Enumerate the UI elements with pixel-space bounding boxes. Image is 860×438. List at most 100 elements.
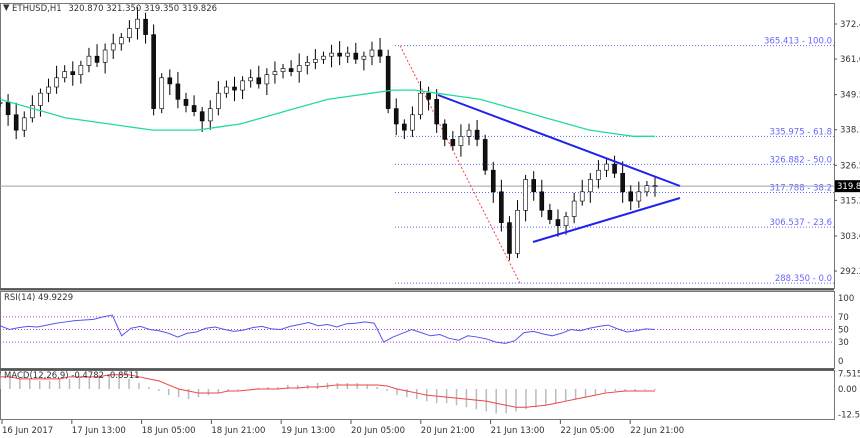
candle-bullish: [418, 92, 423, 116]
price-tick-label: 326.595: [840, 161, 860, 171]
candle-bearish: [13, 114, 19, 131]
candle-bearish: [256, 77, 262, 85]
candle-bullish: [329, 52, 334, 57]
candle-bearish: [5, 102, 11, 116]
candle-bullish: [636, 191, 642, 202]
price-tick-label: 315.220: [840, 196, 860, 206]
candle-bearish: [434, 99, 439, 125]
candle-bullish: [0, 102, 3, 104]
candle-bullish: [515, 209, 520, 254]
candle-bullish: [304, 62, 310, 66]
candle-bullish: [248, 77, 253, 82]
candle-bullish: [458, 136, 464, 146]
candle-bullish: [78, 65, 84, 75]
candle-bearish: [539, 191, 545, 211]
candle-bearish: [167, 77, 173, 85]
rsi-tick-label: 30: [838, 338, 849, 348]
candle-bullish: [596, 169, 601, 180]
candle-bullish: [369, 49, 375, 57]
candle-bearish: [547, 209, 553, 220]
candle-bullish: [21, 117, 27, 131]
price-tick-label: 361.070: [840, 55, 860, 65]
fib-level-label: 365.413 - 100.0: [764, 37, 832, 47]
candle-bullish: [466, 129, 472, 137]
candle-bearish: [628, 191, 634, 202]
candle-bullish: [579, 191, 585, 202]
candle-bullish: [604, 163, 609, 171]
candle-bearish: [385, 55, 391, 109]
candle-bullish: [216, 92, 221, 109]
price-tick-label: 303.670: [840, 232, 860, 242]
candle-bearish: [183, 99, 189, 106]
candle-bullish: [361, 55, 367, 60]
time-tick-label: 20 Jun 21:00: [421, 426, 475, 436]
candle-bullish: [135, 18, 140, 29]
candle-bearish: [377, 49, 383, 57]
candle-bullish: [523, 179, 528, 211]
candle-bearish: [612, 163, 617, 174]
candle-bearish: [337, 52, 342, 57]
current-price-label: 319.826: [837, 182, 860, 192]
candle-bullish: [296, 65, 302, 72]
fib-retracement-diagonal: [399, 45, 521, 284]
candle-bearish: [450, 139, 456, 146]
candle-bearish: [620, 173, 625, 193]
candle-bullish: [110, 43, 116, 51]
candle-bullish: [54, 77, 59, 88]
macd-tick-label: 0.00: [838, 385, 857, 395]
rsi-tick-label: 50: [838, 326, 849, 336]
candle-bearish: [191, 105, 197, 112]
candle-bearish: [490, 169, 496, 193]
time-tick-label: 19 Jun 13:00: [281, 426, 335, 436]
price-tick-label: 372.445: [840, 20, 860, 30]
moving-average-line: [0, 89, 655, 137]
candle-bullish: [563, 216, 569, 227]
time-tick-label: 22 Jun 21:00: [630, 426, 684, 436]
candle-bullish: [127, 28, 132, 38]
candle-bullish: [30, 105, 35, 119]
macd-signal-line: [0, 374, 655, 408]
candle-bullish: [588, 179, 593, 193]
fib-level-label: 306.537 - 23.6: [769, 218, 832, 228]
fib-level-label: 326.882 - 50.0: [769, 155, 832, 165]
candle-bullish: [644, 185, 650, 193]
fib-level-label: 288.350 - 0.0: [775, 274, 832, 284]
candle-bullish: [38, 92, 43, 106]
time-tick-label: 17 Jun 13:00: [72, 426, 126, 436]
rsi-tick-label: 70: [838, 313, 849, 323]
candle-bullish: [159, 77, 165, 109]
price-tick-label: 349.520: [840, 91, 860, 101]
candle-bearish: [288, 68, 294, 72]
candle-bearish: [143, 18, 148, 35]
candle-bullish: [280, 68, 286, 72]
candle-bullish: [62, 71, 67, 79]
candle-bearish: [199, 111, 205, 122]
candle-bullish: [345, 52, 351, 57]
triangle-lower-trendline: [532, 197, 681, 243]
candle-bullish: [571, 200, 577, 217]
rsi-tick-label: 0: [838, 357, 843, 367]
time-tick-label: 16 Jun 2017: [2, 426, 53, 436]
candle-bearish: [482, 139, 488, 171]
rsi-line: [0, 314, 656, 344]
candle-bearish: [507, 222, 512, 254]
time-tick-label: 18 Jun 05:00: [142, 426, 196, 436]
candle-bearish: [499, 191, 504, 223]
time-tick-label: 18 Jun 21:00: [211, 426, 265, 436]
fib-level-label: 335.975 - 61.8: [769, 127, 832, 137]
candle-bearish: [94, 55, 100, 63]
candle-bullish: [652, 185, 658, 187]
time-tick-label: 21 Jun 13:00: [491, 426, 545, 436]
candle-bullish: [313, 58, 318, 63]
candle-bullish: [224, 86, 229, 94]
candle-bearish: [232, 86, 237, 91]
candle-bearish: [442, 123, 448, 140]
candle-bearish: [531, 179, 537, 193]
candle-bullish: [321, 55, 326, 60]
candle-bullish: [86, 55, 92, 66]
candle-bearish: [426, 92, 431, 100]
candle-bullish: [240, 80, 245, 91]
current-price-box: [835, 180, 860, 193]
